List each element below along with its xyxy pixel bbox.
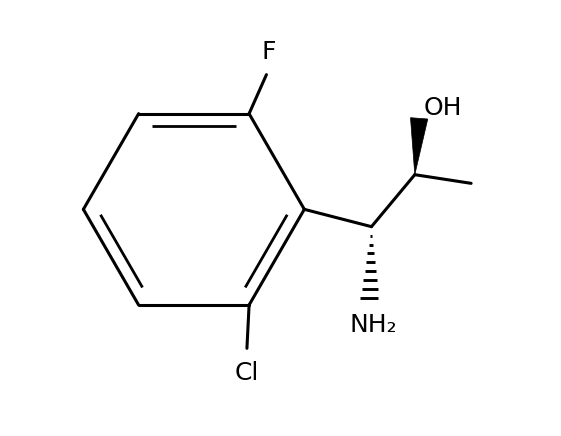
Text: NH₂: NH₂ [350,313,397,337]
Polygon shape [411,118,428,175]
Text: OH: OH [424,95,462,119]
Text: F: F [261,40,276,64]
Text: Cl: Cl [234,361,259,385]
